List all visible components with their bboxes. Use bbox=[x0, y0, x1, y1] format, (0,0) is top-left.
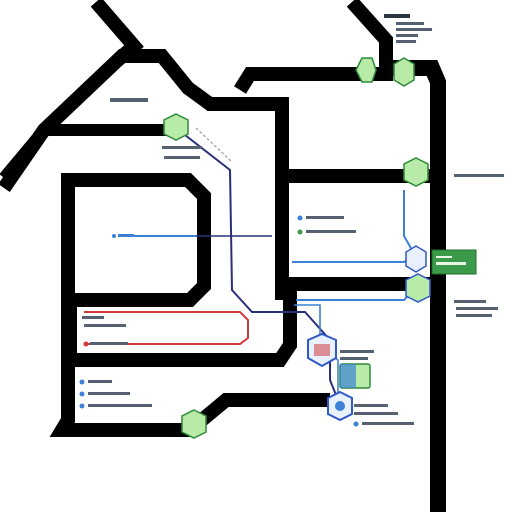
label-right-middle bbox=[454, 300, 498, 317]
road-roof bbox=[0, 49, 289, 300]
label-center-right bbox=[297, 215, 356, 235]
node-bottom-left[interactable] bbox=[181, 409, 207, 439]
route-blue-main bbox=[118, 235, 413, 263]
hex-node-icon bbox=[393, 57, 415, 87]
route-navy bbox=[175, 127, 341, 406]
road-left-box bbox=[61, 173, 211, 307]
node-top-right[interactable] bbox=[393, 57, 415, 87]
square-node-icon-inner bbox=[340, 364, 356, 388]
hex-node-icon bbox=[403, 157, 429, 187]
label-red-route bbox=[82, 316, 128, 347]
hex-node-icon bbox=[181, 409, 207, 439]
road-left-frame bbox=[49, 180, 330, 437]
label-top-right bbox=[384, 14, 432, 43]
stations bbox=[163, 57, 431, 439]
node-top-left[interactable] bbox=[355, 57, 377, 83]
road-roof-inner bbox=[0, 124, 168, 182]
label-left-box bbox=[112, 234, 134, 238]
hex-node-icon bbox=[405, 273, 431, 303]
node-bottom-hub[interactable] bbox=[327, 390, 353, 422]
route-gray-dash bbox=[195, 127, 233, 163]
label-upper-left bbox=[110, 98, 148, 102]
node-center-hub[interactable] bbox=[307, 332, 337, 368]
label-center-hub bbox=[340, 350, 374, 360]
hex-node-icon bbox=[163, 113, 189, 141]
label-right-upper bbox=[454, 174, 504, 177]
node-right-lower[interactable] bbox=[405, 273, 431, 303]
node-right-upper[interactable] bbox=[403, 157, 429, 187]
road-middle-frame bbox=[63, 290, 297, 367]
hex-hub-icon-center bbox=[335, 401, 345, 411]
node-center-square[interactable] bbox=[339, 363, 371, 389]
hex-node-icon bbox=[355, 57, 377, 83]
route-red bbox=[84, 311, 249, 345]
node-right-middle[interactable] bbox=[405, 245, 427, 273]
label-node-upper-left bbox=[162, 146, 202, 159]
label-bottom-hub bbox=[353, 404, 414, 427]
legend-box bbox=[431, 249, 477, 275]
hex-node-icon bbox=[405, 245, 427, 273]
label-bottom-left bbox=[79, 379, 152, 409]
labels bbox=[79, 14, 504, 427]
building-icon-inner bbox=[314, 344, 330, 356]
node-upper-left[interactable] bbox=[163, 113, 189, 141]
